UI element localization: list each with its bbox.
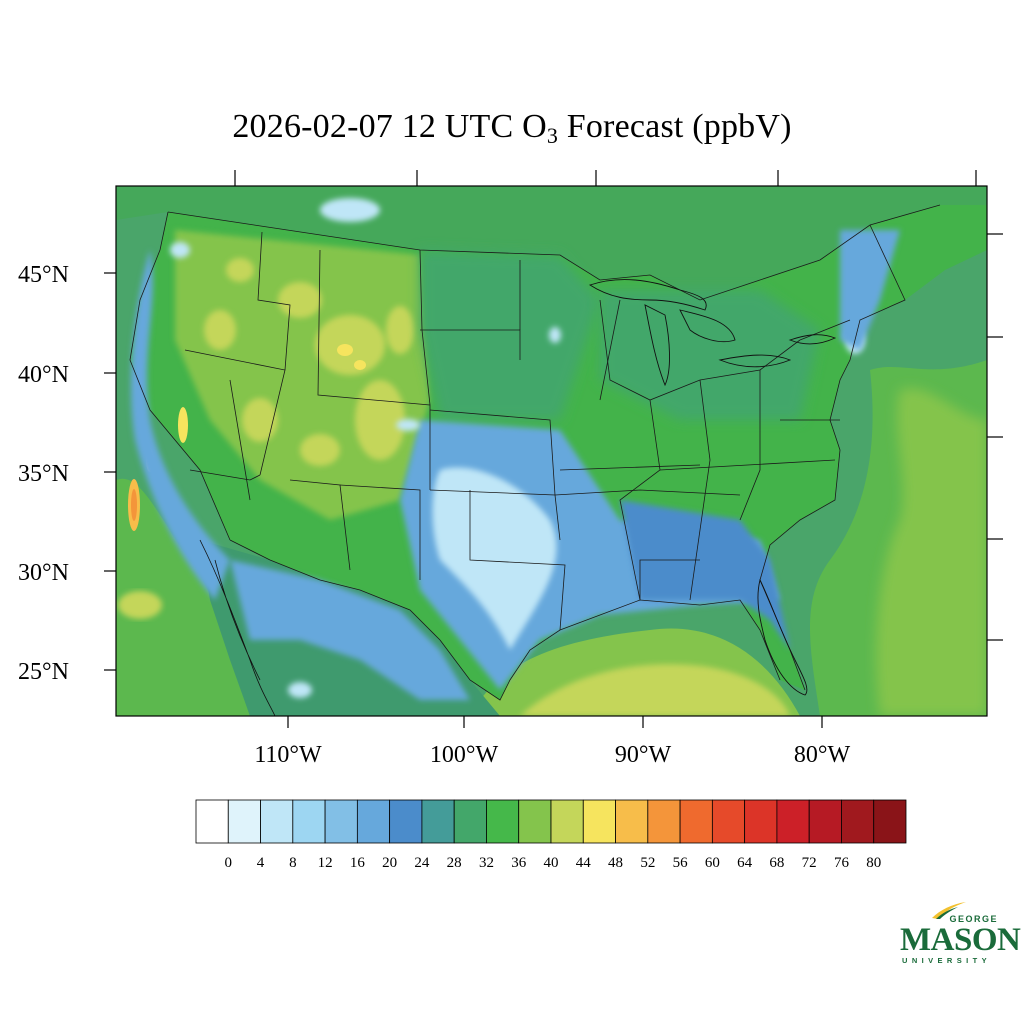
pacific-light-green bbox=[116, 478, 250, 716]
lat-label: 25°N bbox=[18, 659, 69, 685]
colorbar-label: 16 bbox=[350, 855, 366, 871]
lat-label: 35°N bbox=[18, 461, 69, 487]
logo-swoosh-icon bbox=[932, 902, 966, 919]
colorbar-swatch bbox=[647, 799, 681, 844]
west-yellow-speckles bbox=[204, 258, 414, 466]
pacific-orange-core bbox=[131, 489, 137, 521]
colorbar-swatch bbox=[679, 799, 713, 844]
lat-label: 45°N bbox=[18, 262, 69, 288]
colorbar-swatch bbox=[227, 799, 261, 844]
colorbar-swatch bbox=[873, 799, 907, 844]
colorbar-label: 56 bbox=[673, 855, 689, 871]
colorbar-label: 24 bbox=[414, 855, 430, 871]
gmu-logo: GEORGE MASON UNIVERSITY bbox=[898, 900, 1021, 970]
colorbar-swatch bbox=[744, 799, 778, 844]
logo-top-word: GEORGE bbox=[949, 914, 998, 924]
atlantic-yellowgreen bbox=[876, 388, 987, 716]
title-subscript: 3 bbox=[546, 123, 559, 148]
colorbar-label: 20 bbox=[382, 855, 397, 871]
boundary-lines bbox=[129, 204, 941, 701]
colorbar-label: 60 bbox=[705, 855, 720, 871]
mexico-blue bbox=[230, 560, 470, 700]
colorbar-swatch bbox=[292, 799, 326, 844]
colorbar-label: 8 bbox=[289, 855, 297, 871]
florida-outline bbox=[757, 578, 808, 696]
great-lakes-outline bbox=[588, 279, 837, 387]
southeast-blue bbox=[620, 500, 790, 650]
pacific-yellow-blob bbox=[118, 591, 162, 619]
colorbar-label: 64 bbox=[737, 855, 753, 871]
colorbar-swatch bbox=[421, 799, 455, 844]
colorbar-swatch bbox=[389, 799, 423, 844]
colorbar-label: 12 bbox=[318, 855, 333, 871]
lat-label: 40°N bbox=[18, 362, 69, 388]
west-coast-blue bbox=[130, 250, 230, 600]
southern-plains-lightblue bbox=[432, 467, 557, 650]
colorbar-swatch bbox=[195, 799, 229, 844]
colorbar-label: 4 bbox=[257, 855, 265, 871]
map-field bbox=[116, 186, 987, 716]
colorbar-swatch bbox=[324, 799, 358, 844]
colorbar-swatch bbox=[453, 799, 487, 844]
gulf-yellow-green bbox=[520, 664, 790, 716]
logo-main-word: MASON bbox=[900, 922, 1021, 958]
colorbar-label: 80 bbox=[866, 855, 881, 871]
colorbar-label: 68 bbox=[769, 855, 784, 871]
colorbar-swatch bbox=[486, 799, 520, 844]
lat-label: 30°N bbox=[18, 560, 69, 586]
colorbar-swatch bbox=[518, 799, 552, 844]
colorbar-label: 40 bbox=[544, 855, 559, 871]
colorbar-label: 76 bbox=[834, 855, 850, 871]
colorbar-swatch bbox=[260, 799, 294, 844]
great-lakes-teal bbox=[600, 290, 820, 420]
axis-ticks: 45°N 40°N 35°N 30°N 25°N 110°W 100°W 90°W 80°W bbox=[18, 170, 1003, 768]
northeast-blue bbox=[840, 230, 900, 350]
colorbar-swatch bbox=[615, 799, 649, 844]
logo-bottom-word: UNIVERSITY bbox=[902, 956, 992, 965]
lon-label: 90°W bbox=[615, 742, 672, 768]
colorbar-label: 48 bbox=[608, 855, 623, 871]
plains-teal bbox=[420, 250, 600, 420]
colorbar-swatch bbox=[356, 799, 391, 844]
colorbar-label: 72 bbox=[802, 855, 817, 871]
colorbar: 0 4 8 12 16 20 24 28 32 36 40 44 48 52 56 60 64 68 72 76 80 bbox=[195, 799, 907, 871]
colorbar-swatch bbox=[841, 799, 875, 844]
title-suffix: Forecast (ppbV) bbox=[558, 108, 792, 145]
title-prefix: 2026-02-07 12 UTC O bbox=[232, 108, 547, 145]
colorbar-swatch bbox=[776, 799, 810, 844]
map-title: 2026-02-07 12 UTC O3 Forecast (ppbV) bbox=[0, 108, 1024, 149]
colorbar-label: 44 bbox=[576, 855, 592, 871]
lon-label: 110°W bbox=[254, 742, 322, 768]
colorbar-label: 0 bbox=[225, 855, 233, 871]
colorbar-label: 32 bbox=[479, 855, 494, 871]
lon-label: 100°W bbox=[430, 742, 499, 768]
colorbar-label: 28 bbox=[447, 855, 462, 871]
colorbar-swatch bbox=[808, 799, 842, 844]
map-frame bbox=[115, 185, 988, 717]
colorbar-label: 36 bbox=[511, 855, 527, 871]
lon-label: 80°W bbox=[794, 742, 851, 768]
colorbar-swatch bbox=[582, 799, 616, 844]
baja-outline bbox=[199, 539, 276, 716]
colorbar-swatch bbox=[711, 799, 746, 844]
colorbar-label: 52 bbox=[640, 855, 655, 871]
colorbar-swatch bbox=[550, 799, 584, 844]
